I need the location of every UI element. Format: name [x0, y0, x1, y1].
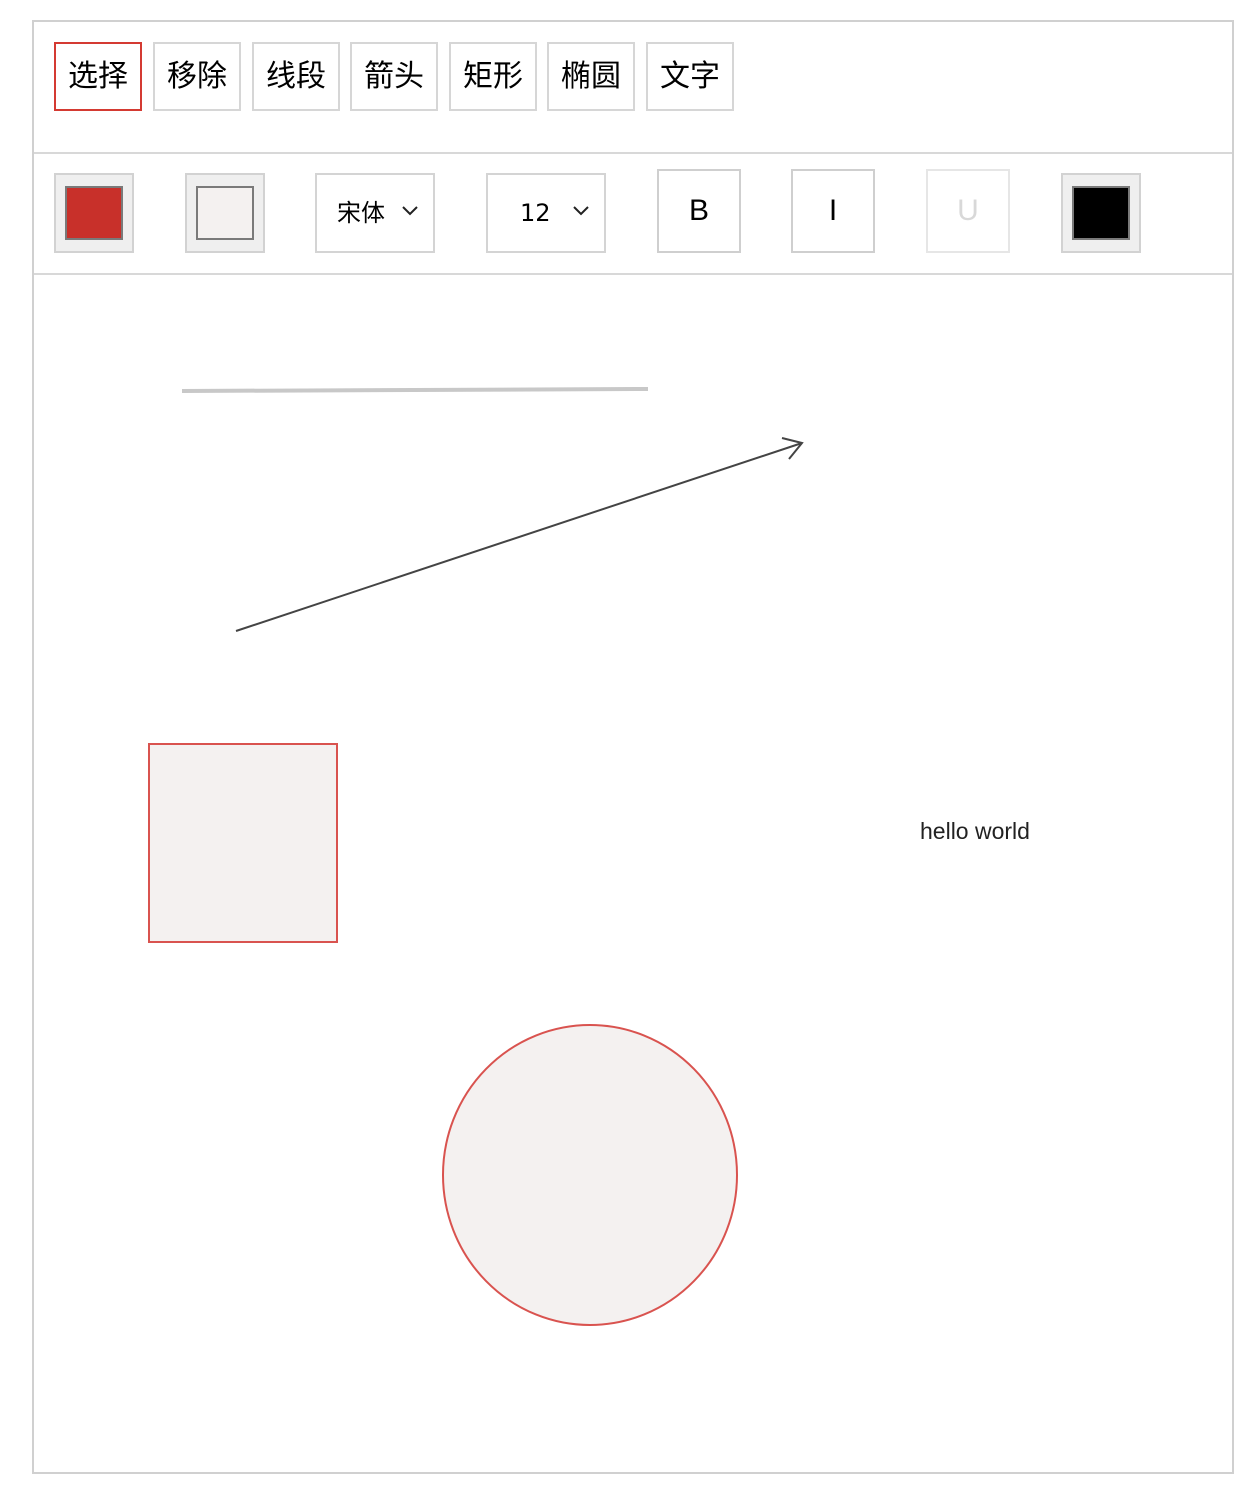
tool-line-button[interactable]: 线段 — [252, 42, 340, 111]
text-color-preview — [1072, 186, 1130, 240]
line-segment-shape[interactable] — [181, 387, 649, 393]
drawing-canvas[interactable]: hello world — [34, 275, 1232, 1472]
tool-toolbar: 选择 移除 线段 箭头 矩形 椭圆 文字 — [34, 22, 1232, 154]
canvas-svg: hello world — [148, 387, 1030, 1326]
canvas-text-item[interactable]: hello world — [920, 818, 1030, 844]
italic-button[interactable]: I — [791, 169, 875, 253]
fill-color-picker[interactable] — [185, 173, 265, 253]
rectangle-shape[interactable] — [148, 743, 338, 943]
stroke-color-preview — [65, 186, 123, 240]
chevron-down-icon — [573, 206, 589, 216]
drawing-board: 选择 移除 线段 箭头 矩形 椭圆 文字 宋体 12 B I U — [32, 20, 1234, 1474]
tool-arrow-button[interactable]: 箭头 — [350, 42, 438, 111]
fill-color-preview — [196, 186, 254, 240]
font-family-select[interactable]: 宋体 — [315, 173, 435, 253]
chevron-down-icon — [402, 206, 418, 216]
font-size-value: 12 — [520, 199, 551, 227]
font-family-value: 宋体 — [337, 199, 385, 227]
tool-ellipse-button[interactable]: 椭圆 — [547, 42, 635, 111]
arrow-shape[interactable] — [235, 437, 804, 632]
bold-button[interactable]: B — [657, 169, 741, 253]
tool-rectangle-button[interactable]: 矩形 — [449, 42, 537, 111]
style-toolbar: 宋体 12 B I U — [34, 154, 1232, 275]
tool-text-button[interactable]: 文字 — [646, 42, 734, 111]
underline-button[interactable]: U — [926, 169, 1010, 253]
ellipse-shape[interactable] — [442, 1024, 738, 1326]
tool-select-button[interactable]: 选择 — [54, 42, 142, 111]
tool-remove-button[interactable]: 移除 — [153, 42, 241, 111]
stroke-color-picker[interactable] — [54, 173, 134, 253]
text-color-picker[interactable] — [1061, 173, 1141, 253]
font-size-select[interactable]: 12 — [486, 173, 606, 253]
